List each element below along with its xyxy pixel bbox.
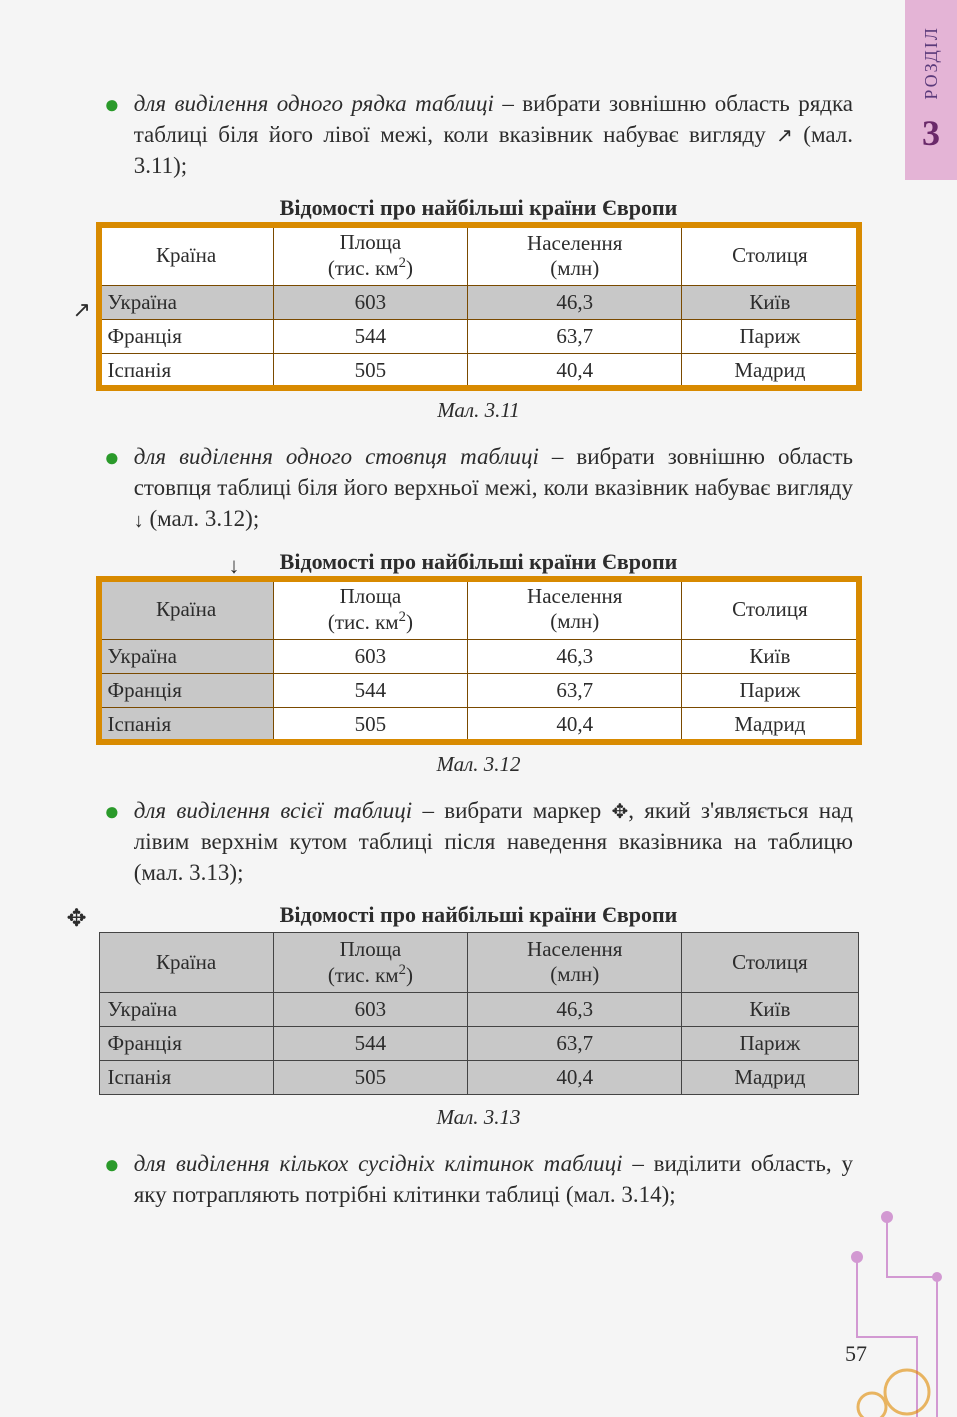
col-area: Площа(тис. км2) bbox=[273, 579, 468, 639]
bullet-text-4: для виділення кількох сусідніх клітинок … bbox=[134, 1148, 853, 1210]
bullet-icon: ● bbox=[104, 441, 120, 534]
cursor-row-icon: ↗ bbox=[73, 297, 91, 323]
col-capital: Столиця bbox=[682, 932, 858, 992]
data-table-1: Країна Площа(тис. км2) Населення(млн) Ст… bbox=[99, 225, 859, 388]
table-row: Іспанія 505 40,4 Мадрид bbox=[99, 707, 858, 741]
table-row: Іспанія 505 40,4 Мадрид bbox=[99, 354, 858, 388]
figure-caption-3: Мал. 3.13 bbox=[80, 1105, 877, 1130]
figure-caption-2: Мал. 3.12 bbox=[80, 752, 877, 777]
table-row: Франція 544 63,7 Париж bbox=[99, 673, 858, 707]
col-area: Площа(тис. км2) bbox=[273, 932, 468, 992]
cursor-row-icon-inline: ↗ bbox=[776, 123, 793, 150]
chapter-side-tab: РОЗДІЛ 3 bbox=[905, 0, 957, 180]
table-row: Україна 603 46,3 Київ bbox=[99, 992, 858, 1026]
side-tab-label: РОЗДІЛ bbox=[921, 26, 942, 100]
table-header-row: Країна Площа(тис. км2) Населення(млн) Ст… bbox=[99, 226, 858, 286]
table-title-3: Відомості про найбільші країни Європи bbox=[80, 902, 877, 928]
bullet-lead-2: для виділення одного стовпця таблиці bbox=[134, 444, 539, 469]
col-population: Населення(млн) bbox=[468, 226, 682, 286]
bullet-text-3: для виділення всієї таблиці – вибрати ма… bbox=[134, 795, 853, 888]
table-row: Іспанія 505 40,4 Мадрид bbox=[99, 1060, 858, 1094]
cursor-move-icon: ✥ bbox=[67, 904, 87, 933]
bullet-rest-3: – вибрати маркер bbox=[412, 798, 611, 823]
table-figure-1: ↗ Країна Площа(тис. км2) Населення(млн) … bbox=[99, 225, 859, 388]
table-figure-2: ↓ Країна Площа(тис. км2) Населення(млн) … bbox=[99, 579, 859, 742]
bullet-item-4: ● для виділення кількох сусідніх клітино… bbox=[104, 1148, 853, 1210]
data-table-2: Країна Площа(тис. км2) Населення(млн) Ст… bbox=[99, 579, 859, 742]
bullet-lead-4: для виділення кількох сусідніх клітинок … bbox=[134, 1151, 623, 1176]
bullet-icon: ● bbox=[104, 88, 120, 181]
table-title-2: Відомості про найбільші країни Європи bbox=[80, 549, 877, 575]
data-table-3: Країна Площа(тис. км2) Населення(млн) Ст… bbox=[99, 932, 859, 1095]
col-capital: Столиця bbox=[682, 226, 858, 286]
bullet-icon: ● bbox=[104, 1148, 120, 1210]
col-country: Країна bbox=[99, 226, 273, 286]
bullet-icon: ● bbox=[104, 795, 120, 888]
col-country: Країна bbox=[99, 932, 273, 992]
figure-caption-1: Мал. 3.11 bbox=[80, 398, 877, 423]
side-tab-number: 3 bbox=[922, 112, 940, 154]
bullet-lead-1: для виділення одного рядка таблиці bbox=[134, 91, 494, 116]
table-header-row: Країна Площа(тис. км2) Населення(млн) Ст… bbox=[99, 579, 858, 639]
bullet-lead-3: для виділення всієї таблиці bbox=[134, 798, 412, 823]
cursor-col-icon: ↓ bbox=[229, 553, 240, 579]
bullet-item-2: ● для виділення одного стовпця таблиці –… bbox=[104, 441, 853, 534]
col-population: Населення(млн) bbox=[468, 579, 682, 639]
col-capital: Столиця bbox=[682, 579, 858, 639]
table-row: Франція 544 63,7 Париж bbox=[99, 320, 858, 354]
page-content: ● для виділення одного рядка таблиці – в… bbox=[0, 0, 957, 1264]
table-row: Україна 603 46,3 Київ bbox=[99, 639, 858, 673]
cursor-col-icon-inline: ↓ bbox=[134, 508, 144, 535]
table-header-row: Країна Площа(тис. км2) Населення(млн) Ст… bbox=[99, 932, 858, 992]
bullet-item-1: ● для виділення одного рядка таблиці – в… bbox=[104, 88, 853, 181]
table-figure-3: ✥ Країна Площа(тис. км2) Населення(млн) … bbox=[99, 932, 859, 1095]
bullet-item-3: ● для виділення всієї таблиці – вибрати … bbox=[104, 795, 853, 888]
col-area: Площа(тис. км2) bbox=[273, 226, 468, 286]
bullet-tail-2: (мал. 3.12); bbox=[144, 506, 260, 531]
bullet-text-1: для виділення одного рядка таблиці – виб… bbox=[134, 88, 853, 181]
bullet-text-2: для виділення одного стовпця таблиці – в… bbox=[134, 441, 853, 534]
table-title-1: Відомості про найбільші країни Європи bbox=[80, 195, 877, 221]
table-row: Україна 603 46,3 Київ bbox=[99, 286, 858, 320]
cursor-move-icon-inline: ✥ bbox=[611, 799, 628, 826]
col-country: Країна bbox=[99, 579, 273, 639]
page-number: 57 bbox=[845, 1341, 867, 1367]
col-population: Населення(млн) bbox=[468, 932, 682, 992]
table-row: Франція 544 63,7 Париж bbox=[99, 1026, 858, 1060]
